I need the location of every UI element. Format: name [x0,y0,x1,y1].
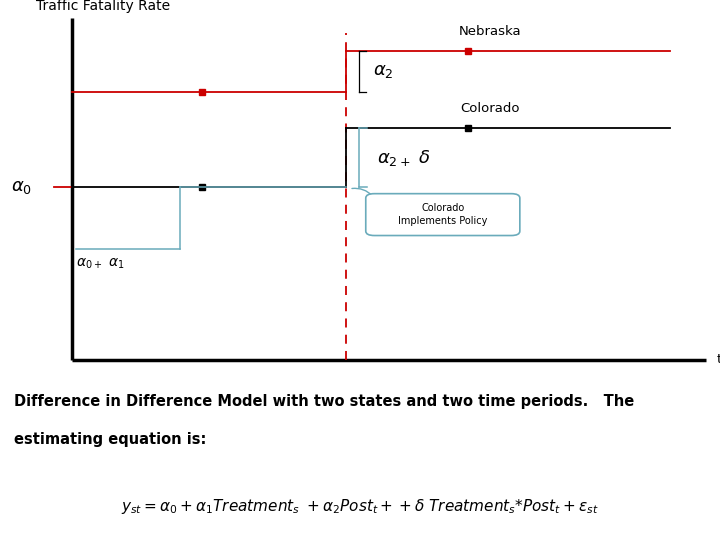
Text: Colorado
Implements Policy: Colorado Implements Policy [398,203,487,226]
Text: $\alpha_{2+}\ \delta$: $\alpha_{2+}\ \delta$ [377,147,431,168]
Text: Difference in Difference Model with two states and two time periods.   The: Difference in Difference Model with two … [14,394,634,409]
FancyBboxPatch shape [366,194,520,235]
Text: Nebraska: Nebraska [459,25,521,38]
Text: Colorado: Colorado [460,103,519,116]
Text: $y_{st} = \alpha_0 + \alpha_1 Treatment_s\ +\alpha_2 Post_t + + \delta\ Treatmen: $y_{st} = \alpha_0 + \alpha_1 Treatment_… [121,497,599,516]
Text: estimating equation is:: estimating equation is: [14,432,207,447]
Text: Traffic Fatality Rate: Traffic Fatality Rate [36,0,170,12]
Text: $\alpha_0$: $\alpha_0$ [12,178,32,196]
Text: $\alpha_2$: $\alpha_2$ [373,63,394,80]
Text: time: time [716,353,720,366]
Text: $\alpha_{0+}\ \alpha_1$: $\alpha_{0+}\ \alpha_1$ [76,257,124,271]
